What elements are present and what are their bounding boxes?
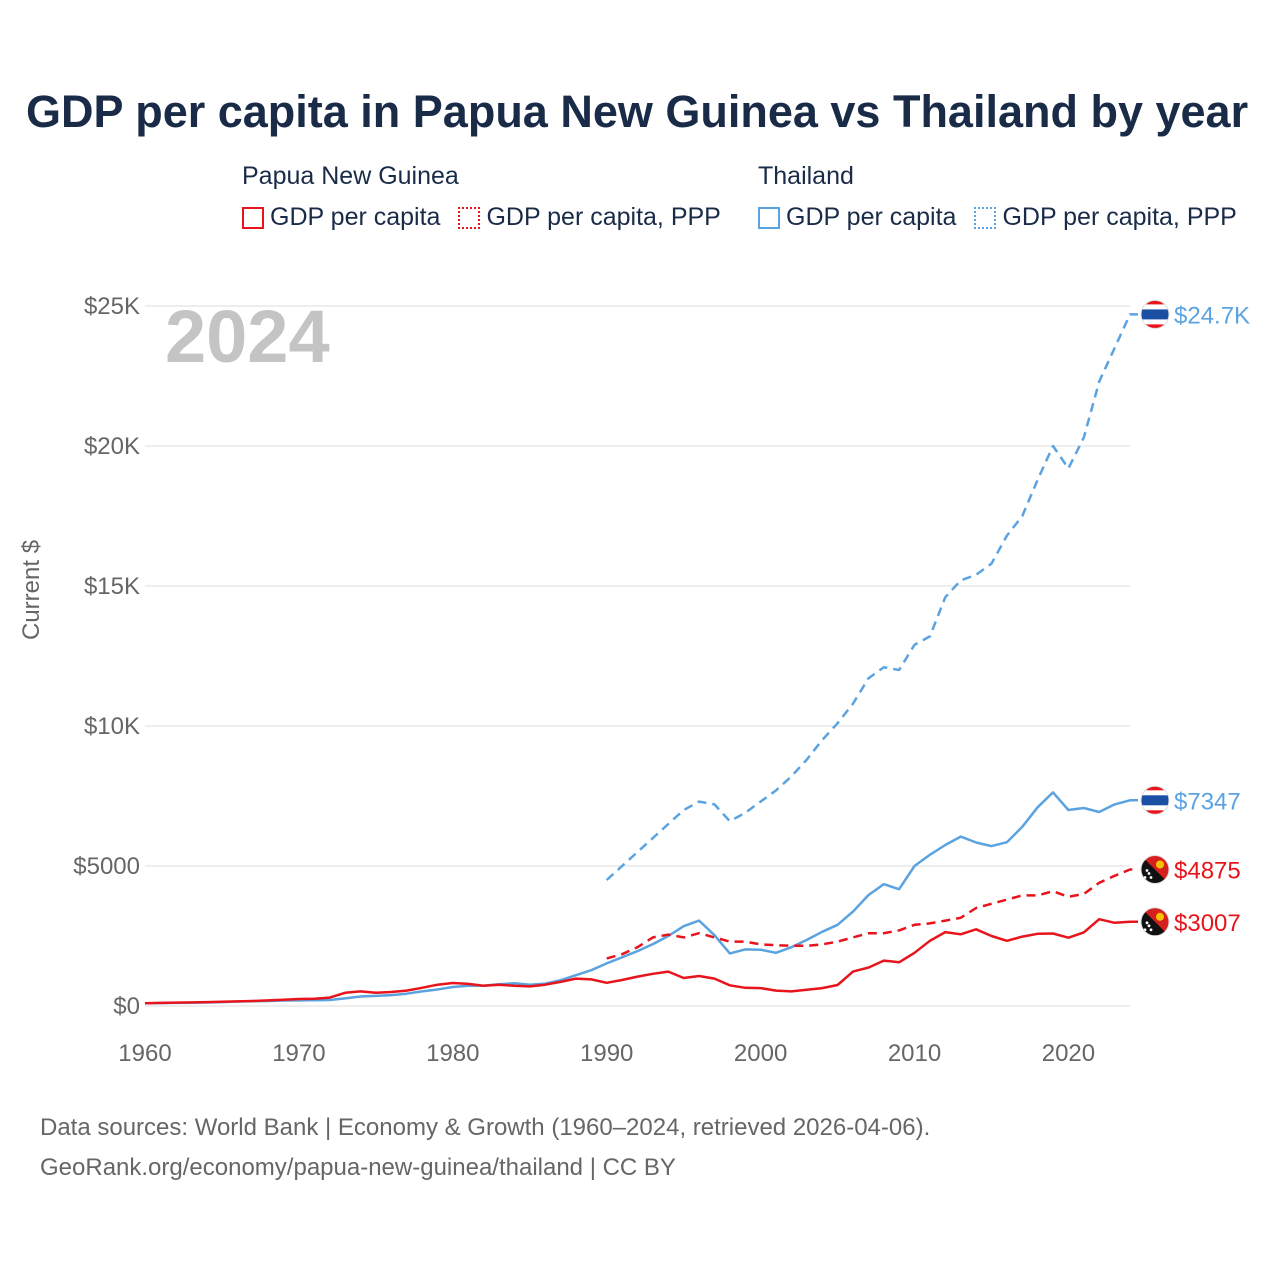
legend-label: GDP per capita	[786, 203, 957, 231]
y-tick-label: $25K	[84, 293, 140, 320]
end-value-label: $7347	[1174, 788, 1241, 815]
end-value-label: $24.7K	[1174, 302, 1250, 329]
current-year-watermark: 2024	[165, 295, 330, 378]
series-lines	[144, 313, 1138, 1005]
x-axis-ticks: 1960 1970 1980 1990 2000 2010 2020	[118, 1040, 1095, 1067]
legend-label: GDP per capita, PPP	[1002, 203, 1237, 231]
series-line-0	[605, 313, 1138, 881]
x-tick-label: 1990	[580, 1040, 633, 1067]
legend-swatch-dotted	[458, 206, 481, 229]
y-tick-label: $15K	[84, 573, 140, 600]
legend-label: GDP per capita, PPP	[486, 203, 721, 231]
series-line-1	[144, 791, 1138, 1005]
grid-lines	[145, 305, 1130, 1007]
source-line-2[interactable]: GeoRank.org/economy/papua-new-guinea/tha…	[40, 1154, 676, 1181]
y-tick-label: $20K	[84, 433, 140, 460]
x-tick-label: 1970	[272, 1040, 325, 1067]
source-line-1: Data sources: World Bank | Economy & Gro…	[40, 1114, 931, 1141]
legend-label: GDP per capita	[270, 203, 441, 231]
x-tick-label: 1980	[426, 1040, 479, 1067]
y-tick-label: $0	[113, 993, 140, 1020]
legend-group-thailand: Thailand GDP per capita GDP per capita, …	[758, 162, 1255, 232]
source-note: Data sources: World Bank | Economy & Gro…	[40, 1108, 930, 1188]
legend-item-thailand-gdp-ppp[interactable]: GDP per capita, PPP	[974, 203, 1237, 232]
y-tick-label: $5000	[73, 853, 140, 880]
legend-swatch-solid	[242, 206, 264, 229]
series-line-2	[606, 868, 1138, 960]
x-tick-label: 1960	[118, 1040, 171, 1067]
chart-title: GDP per capita in Papua New Guinea vs Th…	[26, 86, 1249, 137]
x-tick-label: 2000	[734, 1040, 787, 1067]
papua-new-guinea-flag-icon	[1140, 855, 1170, 884]
legend-item-png-gdp[interactable]: GDP per capita	[242, 203, 440, 232]
thailand-flag-icon	[1140, 299, 1170, 329]
legend-item-png-gdp-ppp[interactable]: GDP per capita, PPP	[458, 203, 721, 232]
legend-item-thailand-gdp[interactable]: GDP per capita	[758, 203, 956, 232]
x-tick-label: 2020	[1042, 1040, 1095, 1067]
end-value-label: $3007	[1174, 910, 1241, 937]
x-tick-label: 2010	[888, 1040, 941, 1067]
legend-swatch-solid	[758, 206, 780, 229]
legend-group-name: Papua New Guinea	[242, 162, 459, 190]
end-markers: $24.7K $7347 $4875 $3007	[1140, 299, 1250, 937]
legend-swatch-dotted	[974, 206, 997, 229]
end-value-label: $4875	[1174, 858, 1241, 885]
papua-new-guinea-flag-icon	[1140, 907, 1170, 937]
thailand-flag-icon	[1140, 785, 1170, 815]
legend-group-name: Thailand	[758, 162, 854, 190]
series-line-3	[144, 917, 1138, 1005]
y-tick-label: $10K	[84, 713, 140, 740]
y-axis-ticks: $0 $5000 $10K $15K $20K $25K	[73, 293, 140, 1020]
legend-group-papua-new-guinea: Papua New Guinea GDP per capita GDP per …	[242, 162, 739, 232]
